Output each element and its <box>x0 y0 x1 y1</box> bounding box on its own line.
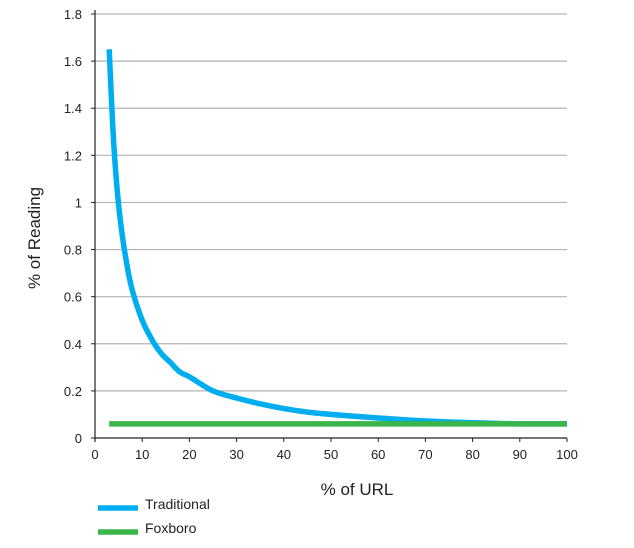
y-axis-ticks: 0 0.2 0.4 0.6 0.8 1 1.2 1.4 1.6 1.8 <box>64 7 95 446</box>
x-tick-label: 70 <box>418 447 432 462</box>
x-tick-label: 80 <box>465 447 479 462</box>
x-tick-label: 60 <box>371 447 385 462</box>
y-tick-label: 0.4 <box>64 337 82 352</box>
y-axis-title: % of Reading <box>25 187 44 289</box>
x-tick-label: 30 <box>229 447 243 462</box>
legend: Traditional Foxboro <box>98 496 210 536</box>
legend-label: Traditional <box>145 496 210 512</box>
series-line-traditional <box>106 49 567 427</box>
y-tick-label: 0.2 <box>64 384 82 399</box>
series-group <box>106 49 567 427</box>
grid-lines <box>95 13 567 392</box>
y-tick-label: 0.8 <box>64 243 82 258</box>
x-axis-ticks: 0 10 20 30 40 50 60 70 80 90 100 <box>91 438 578 462</box>
x-tick-label: 100 <box>556 447 578 462</box>
x-tick-label: 0 <box>91 447 98 462</box>
x-tick-label: 10 <box>135 447 149 462</box>
x-axis-title: % of URL <box>321 480 394 499</box>
x-tick-label: 20 <box>182 447 196 462</box>
axes <box>94 10 567 442</box>
y-tick-label: 0 <box>75 431 82 446</box>
x-tick-label: 50 <box>324 447 338 462</box>
y-tick-label: 1.6 <box>64 54 82 69</box>
y-tick-label: 0.6 <box>64 290 82 305</box>
y-tick-label: 1 <box>75 195 82 210</box>
x-tick-label: 40 <box>277 447 291 462</box>
x-tick-label: 90 <box>513 447 527 462</box>
y-tick-label: 1.4 <box>64 101 82 116</box>
y-tick-label: 1.8 <box>64 7 82 22</box>
y-tick-label: 1.2 <box>64 148 82 163</box>
legend-label: Foxboro <box>145 520 197 536</box>
